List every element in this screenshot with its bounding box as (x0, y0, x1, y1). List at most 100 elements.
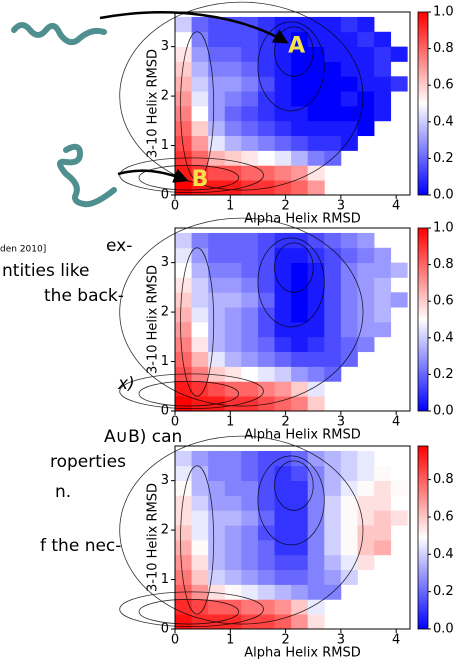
heatmap-cell (374, 292, 391, 307)
colorbar-tick-label: 0.6 (433, 294, 454, 309)
heatmap-cell (308, 337, 325, 352)
heatmap-cell (241, 570, 258, 585)
heatmap-cell (241, 32, 258, 47)
heatmap-cell (308, 106, 325, 121)
heatmap-cell (341, 322, 358, 337)
heatmap-cell (241, 352, 258, 367)
heatmap-cell (391, 292, 408, 307)
heatmap-cell (291, 91, 308, 106)
heatmap-cell (258, 599, 275, 614)
heatmap-cell (308, 91, 325, 106)
heatmap-cell (258, 248, 275, 263)
heatmap-cell (192, 481, 209, 496)
heatmap-cell (175, 481, 192, 496)
heatmap-cell (192, 555, 209, 570)
colorbar-tick-label: 0.2 (433, 151, 454, 166)
heatmap-cell (324, 570, 341, 585)
heatmap-cell (308, 599, 325, 614)
heatmap-cell (192, 337, 209, 352)
heatmap-cell (357, 263, 374, 278)
heatmap-cell (324, 91, 341, 106)
heatmap-cell (258, 584, 275, 599)
heatmap-cell (192, 570, 209, 585)
heatmap-cell (357, 540, 374, 555)
heatmap-cell (357, 32, 374, 47)
heatmap-cell (241, 322, 258, 337)
colorbar-tick-label: 0.2 (433, 584, 454, 599)
heatmap-cell (275, 352, 292, 367)
heatmap-cell (225, 106, 242, 121)
heatmap-cell (175, 307, 192, 322)
heatmap-cell (374, 61, 391, 76)
heatmap-cell (275, 322, 292, 337)
heatmap-cell (341, 307, 358, 322)
heatmap-cell (192, 322, 209, 337)
heatmap-cell (192, 136, 209, 151)
heatmap-cell (341, 451, 358, 466)
heatmap-cell (241, 47, 258, 62)
heatmap-cell (275, 366, 292, 381)
heatmap-cell (357, 233, 374, 248)
annotation: A (288, 34, 305, 59)
heatmap-cell (208, 263, 225, 278)
heatmap-cell (175, 525, 192, 540)
heatmap-cell (275, 150, 292, 165)
y-tick-label: 3 (161, 255, 169, 270)
heatmap-cell (208, 292, 225, 307)
heatmap-cell (308, 136, 325, 151)
heatmap-cell (357, 106, 374, 121)
heatmap-cell (291, 263, 308, 278)
heatmap-cell (308, 150, 325, 165)
heatmap-cell (275, 555, 292, 570)
heatmap-cell (374, 263, 391, 278)
heatmap-cell (208, 76, 225, 91)
heatmap-cell (208, 307, 225, 322)
heatmap-cell (341, 263, 358, 278)
heatmap-cell (208, 481, 225, 496)
heatmap-cell (308, 322, 325, 337)
heatmap-cell (308, 61, 325, 76)
heatmap-cell (341, 481, 358, 496)
heatmap-cell (192, 451, 209, 466)
heatmap-cell (308, 495, 325, 510)
heatmap-cell (324, 61, 341, 76)
heatmap-cell (357, 555, 374, 570)
heatmap-cell (275, 570, 292, 585)
heatmap-cell (357, 481, 374, 496)
heatmap-cell (275, 17, 292, 32)
heatmap-cell (241, 495, 258, 510)
heatmap-cell (175, 555, 192, 570)
heatmap-cell (192, 248, 209, 263)
heatmap-cell (275, 91, 292, 106)
heatmap-cell (291, 337, 308, 352)
heatmap-cell (241, 277, 258, 292)
heatmap-cell (175, 263, 192, 278)
heatmap-cell (357, 17, 374, 32)
heatmap-cell (225, 165, 242, 180)
heatmap-cell (308, 396, 325, 411)
heatmap-cell (374, 510, 391, 525)
heatmap-cell (275, 540, 292, 555)
x-tick-label: 4 (392, 199, 400, 214)
heatmap-cell (291, 396, 308, 411)
heatmap-cell (308, 540, 325, 555)
heatmap-cell (275, 481, 292, 496)
heatmap-cell (225, 233, 242, 248)
heatmap-cell (225, 136, 242, 151)
heatmap-cell (241, 248, 258, 263)
heatmap-cell (225, 599, 242, 614)
heatmap-cell (225, 337, 242, 352)
heatmap-cell (374, 76, 391, 91)
colorbar-tick-label: 1.0 (433, 5, 454, 20)
heatmap-cell (357, 91, 374, 106)
heatmap-cell (225, 307, 242, 322)
y-tick-label: 1 (161, 572, 169, 587)
heatmap-cell (357, 466, 374, 481)
heatmap-cell (241, 525, 258, 540)
heatmap-cell (291, 466, 308, 481)
heatmap-cell (241, 61, 258, 76)
body-text: roperties (50, 452, 126, 472)
heatmap-cell (192, 17, 209, 32)
heatmap-cell (357, 307, 374, 322)
body-text: n. (55, 482, 71, 502)
